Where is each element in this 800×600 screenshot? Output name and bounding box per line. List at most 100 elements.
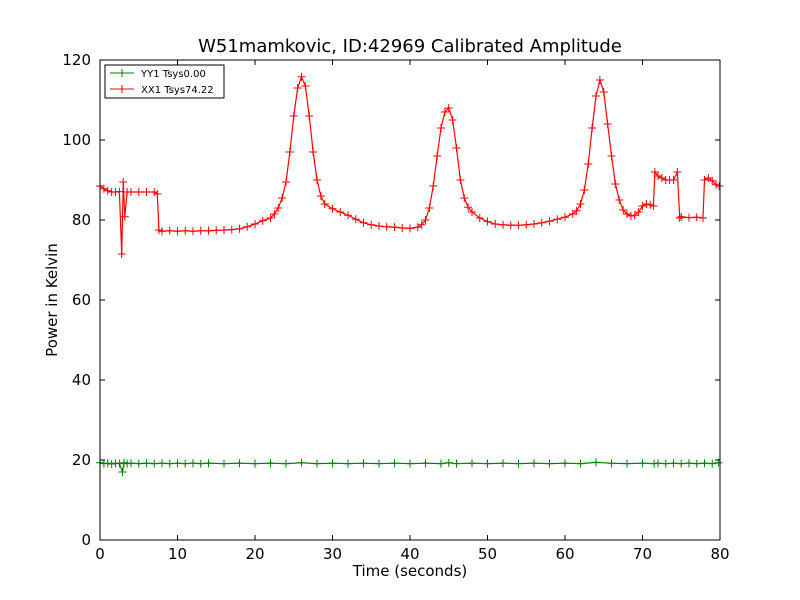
data-point-yy1	[173, 459, 182, 468]
legend: YY1 Tsys0.00 XX1 Tsys74.22	[104, 64, 225, 99]
data-point-xx1	[336, 208, 345, 216]
data-point-xx1	[382, 222, 391, 231]
data-point-yy1	[158, 459, 166, 468]
data-point-xx1	[258, 216, 267, 225]
data-point-xx1	[181, 226, 190, 235]
data-point-xx1	[115, 187, 124, 196]
data-point-yy1	[623, 459, 631, 468]
plot-area	[96, 72, 724, 476]
data-point-yy1	[344, 459, 352, 468]
data-point-xx1	[158, 227, 166, 236]
data-point-yy1	[107, 460, 116, 468]
data-point-xx1	[120, 212, 129, 221]
data-point-yy1	[181, 459, 190, 468]
data-point-xx1	[119, 178, 128, 186]
data-point-xx1	[301, 82, 310, 90]
data-point-xx1	[491, 220, 500, 228]
data-point-yy1	[390, 459, 399, 468]
data-point-xx1	[611, 180, 620, 188]
data-point-xx1	[297, 72, 306, 81]
data-point-xx1	[698, 214, 707, 222]
x-tick-label: 70	[633, 545, 652, 563]
data-point-xx1	[514, 221, 523, 230]
data-point-yy1	[607, 459, 616, 468]
data-point-xx1	[425, 204, 434, 212]
data-point-xx1	[592, 92, 600, 100]
y-axis-label: Power in Kelvin	[43, 243, 61, 357]
data-point-yy1	[142, 459, 151, 468]
data-point-yy1	[375, 459, 383, 468]
data-point-yy1	[654, 459, 662, 468]
data-point-xx1	[142, 188, 151, 196]
data-point-xx1	[685, 213, 693, 222]
data-point-xx1	[572, 206, 581, 215]
data-point-yy1	[118, 468, 127, 476]
data-point-xx1	[708, 176, 717, 185]
data-point-xx1	[456, 176, 465, 184]
data-point-yy1	[677, 459, 686, 468]
data-point-yy1	[165, 459, 174, 468]
data-point-xx1	[669, 176, 678, 184]
data-point-xx1	[677, 212, 686, 221]
data-point-yy1	[530, 459, 538, 468]
chart-title: W51mamkovic, ID:42969 Calibrated Amplitu…	[198, 36, 622, 57]
data-point-yy1	[297, 458, 306, 467]
data-point-xx1	[117, 250, 126, 258]
x-tick-label: 30	[323, 545, 342, 563]
data-point-yy1	[669, 459, 678, 468]
y-tick-label: 20	[72, 451, 91, 469]
data-point-xx1	[243, 222, 252, 231]
series-xx1	[96, 72, 724, 258]
data-point-xx1	[475, 214, 484, 222]
data-point-yy1	[421, 459, 430, 468]
data-point-xx1	[522, 220, 531, 229]
legend-box	[104, 64, 225, 99]
data-point-xx1	[173, 227, 182, 236]
x-axis-label: Time (seconds)	[352, 562, 468, 580]
data-point-xx1	[227, 225, 236, 234]
x-tick-label: 20	[245, 545, 264, 563]
data-point-xx1	[444, 104, 453, 112]
x-tick-label: 60	[555, 545, 574, 563]
data-point-xx1	[638, 202, 647, 210]
x-tick-label: 50	[478, 545, 497, 563]
data-point-xx1	[460, 194, 469, 202]
data-point-xx1	[134, 188, 143, 196]
data-point-yy1	[235, 459, 244, 468]
data-point-yy1	[592, 458, 600, 467]
data-point-xx1	[530, 220, 538, 228]
data-point-xx1	[293, 84, 302, 92]
data-point-xx1	[421, 216, 430, 224]
data-point-xx1	[673, 168, 682, 176]
data-point-xx1	[584, 160, 593, 168]
data-point-xx1	[270, 210, 279, 218]
data-point-yy1	[708, 459, 717, 468]
data-point-xx1	[545, 217, 554, 226]
data-point-yy1	[661, 459, 670, 468]
data-point-xx1	[483, 217, 492, 226]
x-tick-label: 10	[168, 545, 187, 563]
data-point-xx1	[165, 226, 174, 235]
data-point-xx1	[320, 200, 329, 208]
data-point-yy1	[134, 459, 143, 468]
axis-ticks: 0 10 20 30 40 50 60 70 80 0 20 40 60 80 100 120	[62, 51, 729, 563]
data-point-xx1	[196, 226, 205, 235]
data-point-xx1	[305, 112, 314, 120]
data-point-yy1	[499, 459, 507, 468]
data-point-xx1	[266, 214, 275, 222]
x-tick-label: 0	[95, 545, 105, 563]
data-point-xx1	[375, 222, 383, 230]
data-point-xx1	[506, 221, 515, 230]
data-point-yy1	[127, 459, 135, 468]
data-point-xx1	[623, 210, 631, 218]
data-point-xx1	[328, 204, 337, 213]
data-point-yy1	[561, 459, 569, 468]
data-point-xx1	[212, 226, 221, 235]
data-point-xx1	[599, 88, 608, 96]
data-point-yy1	[115, 459, 124, 468]
data-point-xx1	[561, 213, 569, 222]
data-point-xx1	[289, 112, 298, 120]
data-point-xx1	[692, 213, 701, 222]
